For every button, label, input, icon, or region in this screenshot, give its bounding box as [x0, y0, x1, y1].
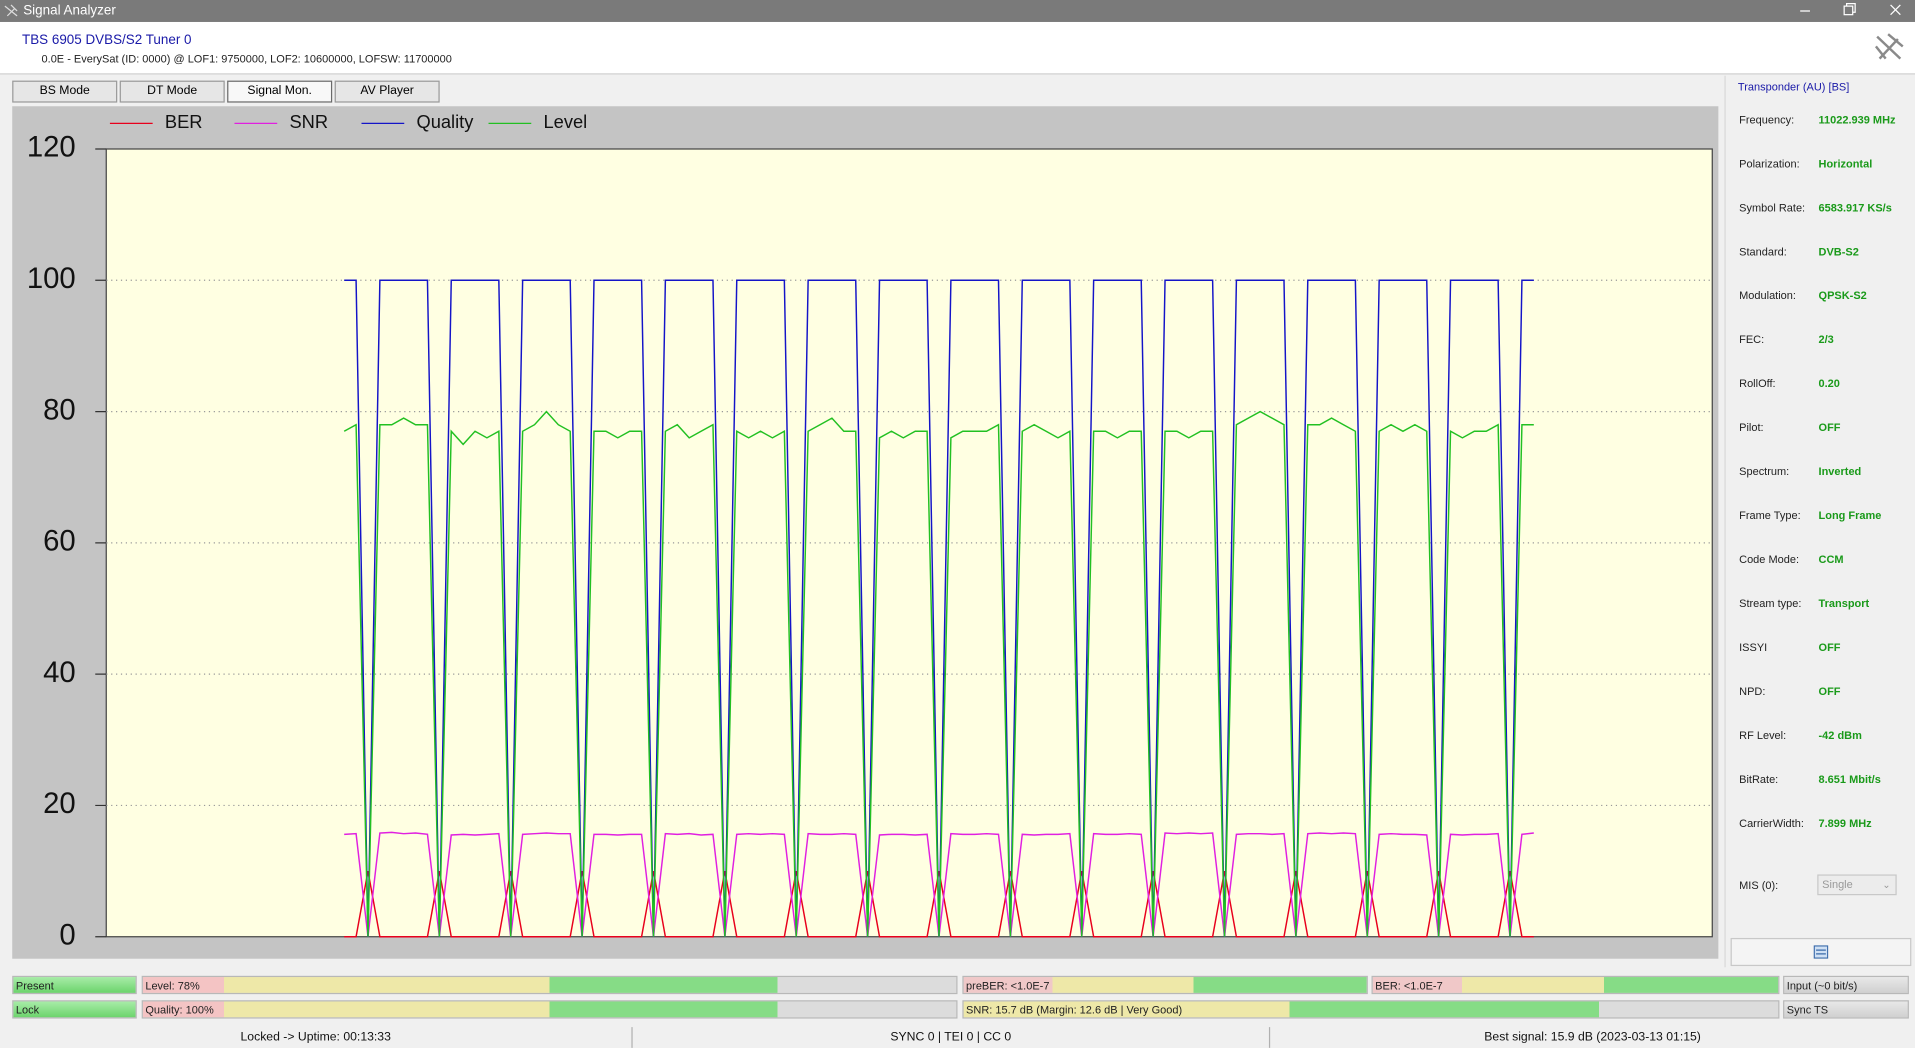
row-label: ISSYI	[1739, 641, 1768, 654]
row-label: Frame Type:	[1739, 509, 1801, 522]
status-present: Present	[12, 975, 137, 995]
window-controls[interactable]	[1793, 0, 1915, 22]
plot-area	[105, 148, 1713, 938]
row-value: 6583.917 KS/s	[1818, 201, 1892, 214]
header: TBS 6905 DVBS/S2 Tuner 0 0.0E - EverySat…	[0, 21, 1915, 75]
row-value: Inverted	[1818, 465, 1862, 478]
y-tick-label: 80	[43, 393, 76, 426]
row-value: 8.651 Mbit/s	[1818, 773, 1881, 786]
row-value: QPSK-S2	[1818, 289, 1867, 302]
satellite-icon	[1874, 33, 1904, 60]
series-line	[343, 410, 1534, 937]
legend-label: Level	[543, 111, 587, 132]
list-icon	[1813, 945, 1829, 959]
title-bar: Signal Analyzer	[0, 0, 1915, 22]
status-level: Level: 78%	[141, 975, 958, 995]
row-label: Code Mode:	[1739, 553, 1800, 566]
status-snr: SNR: 15.7 dB (Margin: 12.6 dB | Very Goo…	[962, 1000, 1780, 1019]
y-tick-label: 120	[27, 131, 76, 164]
tab[interactable]: AV Player	[334, 80, 440, 103]
status-ber: BER: <1.0E-7	[1371, 975, 1780, 995]
mis-select[interactable]: Single ⌄	[1817, 874, 1897, 896]
row-label: NPD:	[1739, 685, 1766, 698]
status-quality: Quality: 100%	[141, 1000, 958, 1019]
row-value: 0.20	[1818, 377, 1840, 390]
status-sync: Sync TS	[1783, 1000, 1909, 1019]
panel-title: Transponder (AU) [BS]	[1737, 80, 1850, 93]
tab[interactable]: Signal Mon.	[227, 80, 333, 103]
y-tick-label: 100	[27, 262, 76, 295]
y-tick-label: 20	[43, 787, 76, 820]
legend-label: BER	[165, 111, 203, 132]
footer-best: Best signal: 15.9 dB (2023-03-13 01:15)	[1484, 1030, 1701, 1045]
row-label: Standard:	[1739, 245, 1787, 258]
app-icon	[4, 4, 18, 17]
row-label: Stream type:	[1739, 597, 1802, 610]
row-label: FEC:	[1739, 333, 1765, 346]
y-tick-label: 40	[43, 656, 76, 689]
device-name: TBS 6905 DVBS/S2 Tuner 0	[21, 32, 192, 48]
device-info: 0.0E - EverySat (ID: 0000) @ LOF1: 97500…	[41, 52, 452, 65]
row-value: DVB-S2	[1818, 245, 1859, 258]
status-input: Input (~0 bit/s)	[1783, 975, 1909, 995]
row-value: -42 dBm	[1818, 729, 1862, 742]
row-value: 11022.939 MHz	[1818, 113, 1896, 126]
row-value: CCM	[1818, 553, 1844, 566]
chart: 0 20 40 60 80 100 120 BER SNR Quality Level	[27, 111, 1713, 951]
row-value: 2/3	[1818, 333, 1834, 346]
mis-label: MIS (0):	[1739, 879, 1779, 892]
row-label: Modulation:	[1739, 289, 1796, 302]
mis-value: Single	[1822, 878, 1853, 891]
status-lock: Lock	[12, 1000, 137, 1019]
chart-panel: 0 20 40 60 80 100 120 BER SNR Quality Level	[12, 106, 1719, 959]
tab[interactable]: BS Mode	[12, 80, 118, 103]
legend-label: SNR	[289, 111, 328, 132]
row-label: RF Level:	[1739, 729, 1787, 742]
footer-uptime: Locked -> Uptime: 00:13:33	[0, 1027, 633, 1048]
row-value: Horizontal	[1818, 157, 1873, 170]
row-label: Symbol Rate:	[1739, 201, 1806, 214]
row-label: Frequency:	[1739, 113, 1795, 126]
status-preber: preBER: <1.0E-7	[962, 975, 1368, 995]
tab[interactable]: DT Mode	[119, 80, 225, 103]
row-value: OFF	[1818, 641, 1841, 654]
row-value: OFF	[1818, 685, 1841, 698]
legend-label: Quality	[416, 111, 474, 132]
row-label: Spectrum:	[1739, 465, 1790, 478]
row-value: OFF	[1818, 421, 1841, 434]
row-label: RollOff:	[1739, 377, 1776, 390]
row-label: BitRate:	[1739, 773, 1779, 786]
row-label: CarrierWidth:	[1739, 817, 1804, 830]
transponder-panel: Transponder (AU) [BS] MIS (0): Single ⌄ F…	[1724, 75, 1915, 968]
series-line	[344, 870, 1534, 938]
row-value: Long Frame	[1818, 509, 1882, 522]
row-label: Pilot:	[1739, 421, 1764, 434]
row-label: Polarization:	[1739, 157, 1800, 170]
y-tick-label: 60	[43, 525, 76, 558]
row-value: Transport	[1818, 597, 1870, 610]
panel-button[interactable]	[1730, 937, 1912, 967]
row-value: 7.899 MHz	[1818, 817, 1872, 830]
window-title: Signal Analyzer	[23, 3, 116, 19]
y-tick-label: 0	[59, 918, 75, 951]
footer-sync: SYNC 0 | TEI 0 | CC 0	[633, 1027, 1271, 1048]
